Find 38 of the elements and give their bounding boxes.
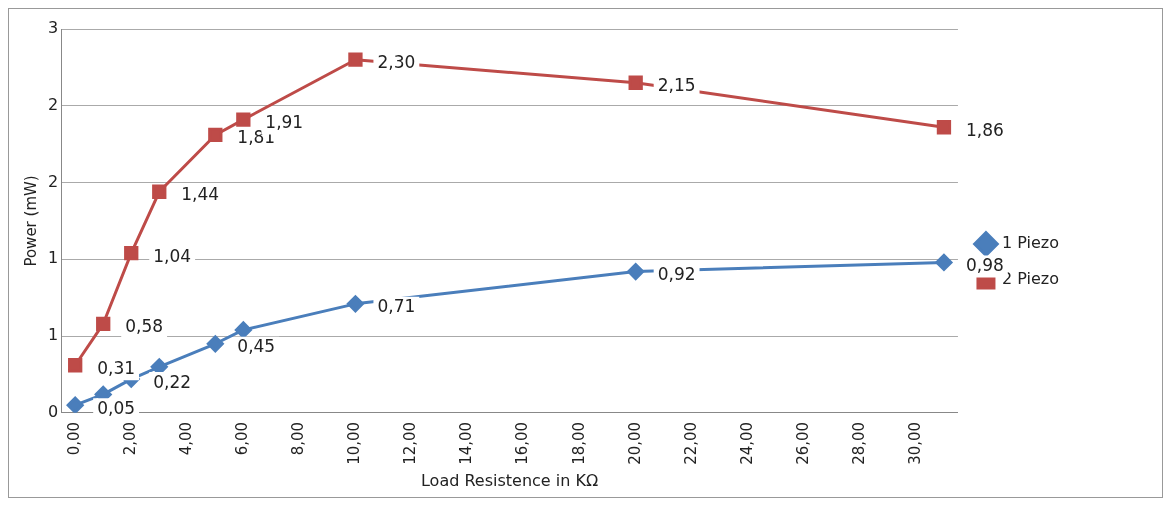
x-tick-label: 26,00 xyxy=(793,421,812,465)
data-label: 1,44 xyxy=(181,184,220,205)
y-tick-label: 3 xyxy=(47,18,59,38)
y-tick-label: 1 xyxy=(47,248,59,268)
x-tick-label: 14,00 xyxy=(457,421,476,465)
x-tick-label: 28,00 xyxy=(849,421,868,465)
y-tick-label: 2 xyxy=(47,171,59,191)
y-tick-label: 0 xyxy=(47,402,59,422)
x-tick-label: 16,00 xyxy=(513,421,532,465)
x-tick-label: 4,00 xyxy=(177,421,196,456)
data-label: 0,98 xyxy=(965,254,1004,275)
data-label: 0,92 xyxy=(657,264,696,285)
legend-label: 1 Piezo xyxy=(1001,233,1060,253)
data-label: 2,15 xyxy=(657,75,696,96)
data-label: 0,58 xyxy=(125,316,164,337)
x-axis-title: Load Resistence in KΩ xyxy=(420,470,599,490)
x-tick-label: 30,00 xyxy=(905,421,924,465)
y-tick-label: 2 xyxy=(47,94,59,114)
data-label: 0,22 xyxy=(153,371,192,392)
x-tick-label: 22,00 xyxy=(681,421,700,465)
data-label: 0,31 xyxy=(97,357,136,378)
data-label: 0,05 xyxy=(97,397,136,418)
x-tick-label: 6,00 xyxy=(233,421,252,456)
x-tick-label: 8,00 xyxy=(289,421,308,456)
y-tick-label: 1 xyxy=(47,325,59,345)
data-label: 1,86 xyxy=(965,119,1004,140)
data-label: 0,71 xyxy=(377,296,416,317)
data-label: 2,30 xyxy=(377,52,416,73)
x-tick-label: 12,00 xyxy=(401,421,420,465)
x-tick-label: 0,00 xyxy=(65,421,84,456)
y-axis-title: Power (mW) xyxy=(21,175,40,267)
x-tick-label: 24,00 xyxy=(737,421,756,465)
x-tick-label: 10,00 xyxy=(345,421,364,465)
data-label: 1,04 xyxy=(153,245,192,266)
x-tick-label: 18,00 xyxy=(569,421,588,465)
data-label: 0,45 xyxy=(237,336,276,357)
x-tick-label: 20,00 xyxy=(625,421,644,465)
x-tick-label: 2,00 xyxy=(121,421,140,456)
